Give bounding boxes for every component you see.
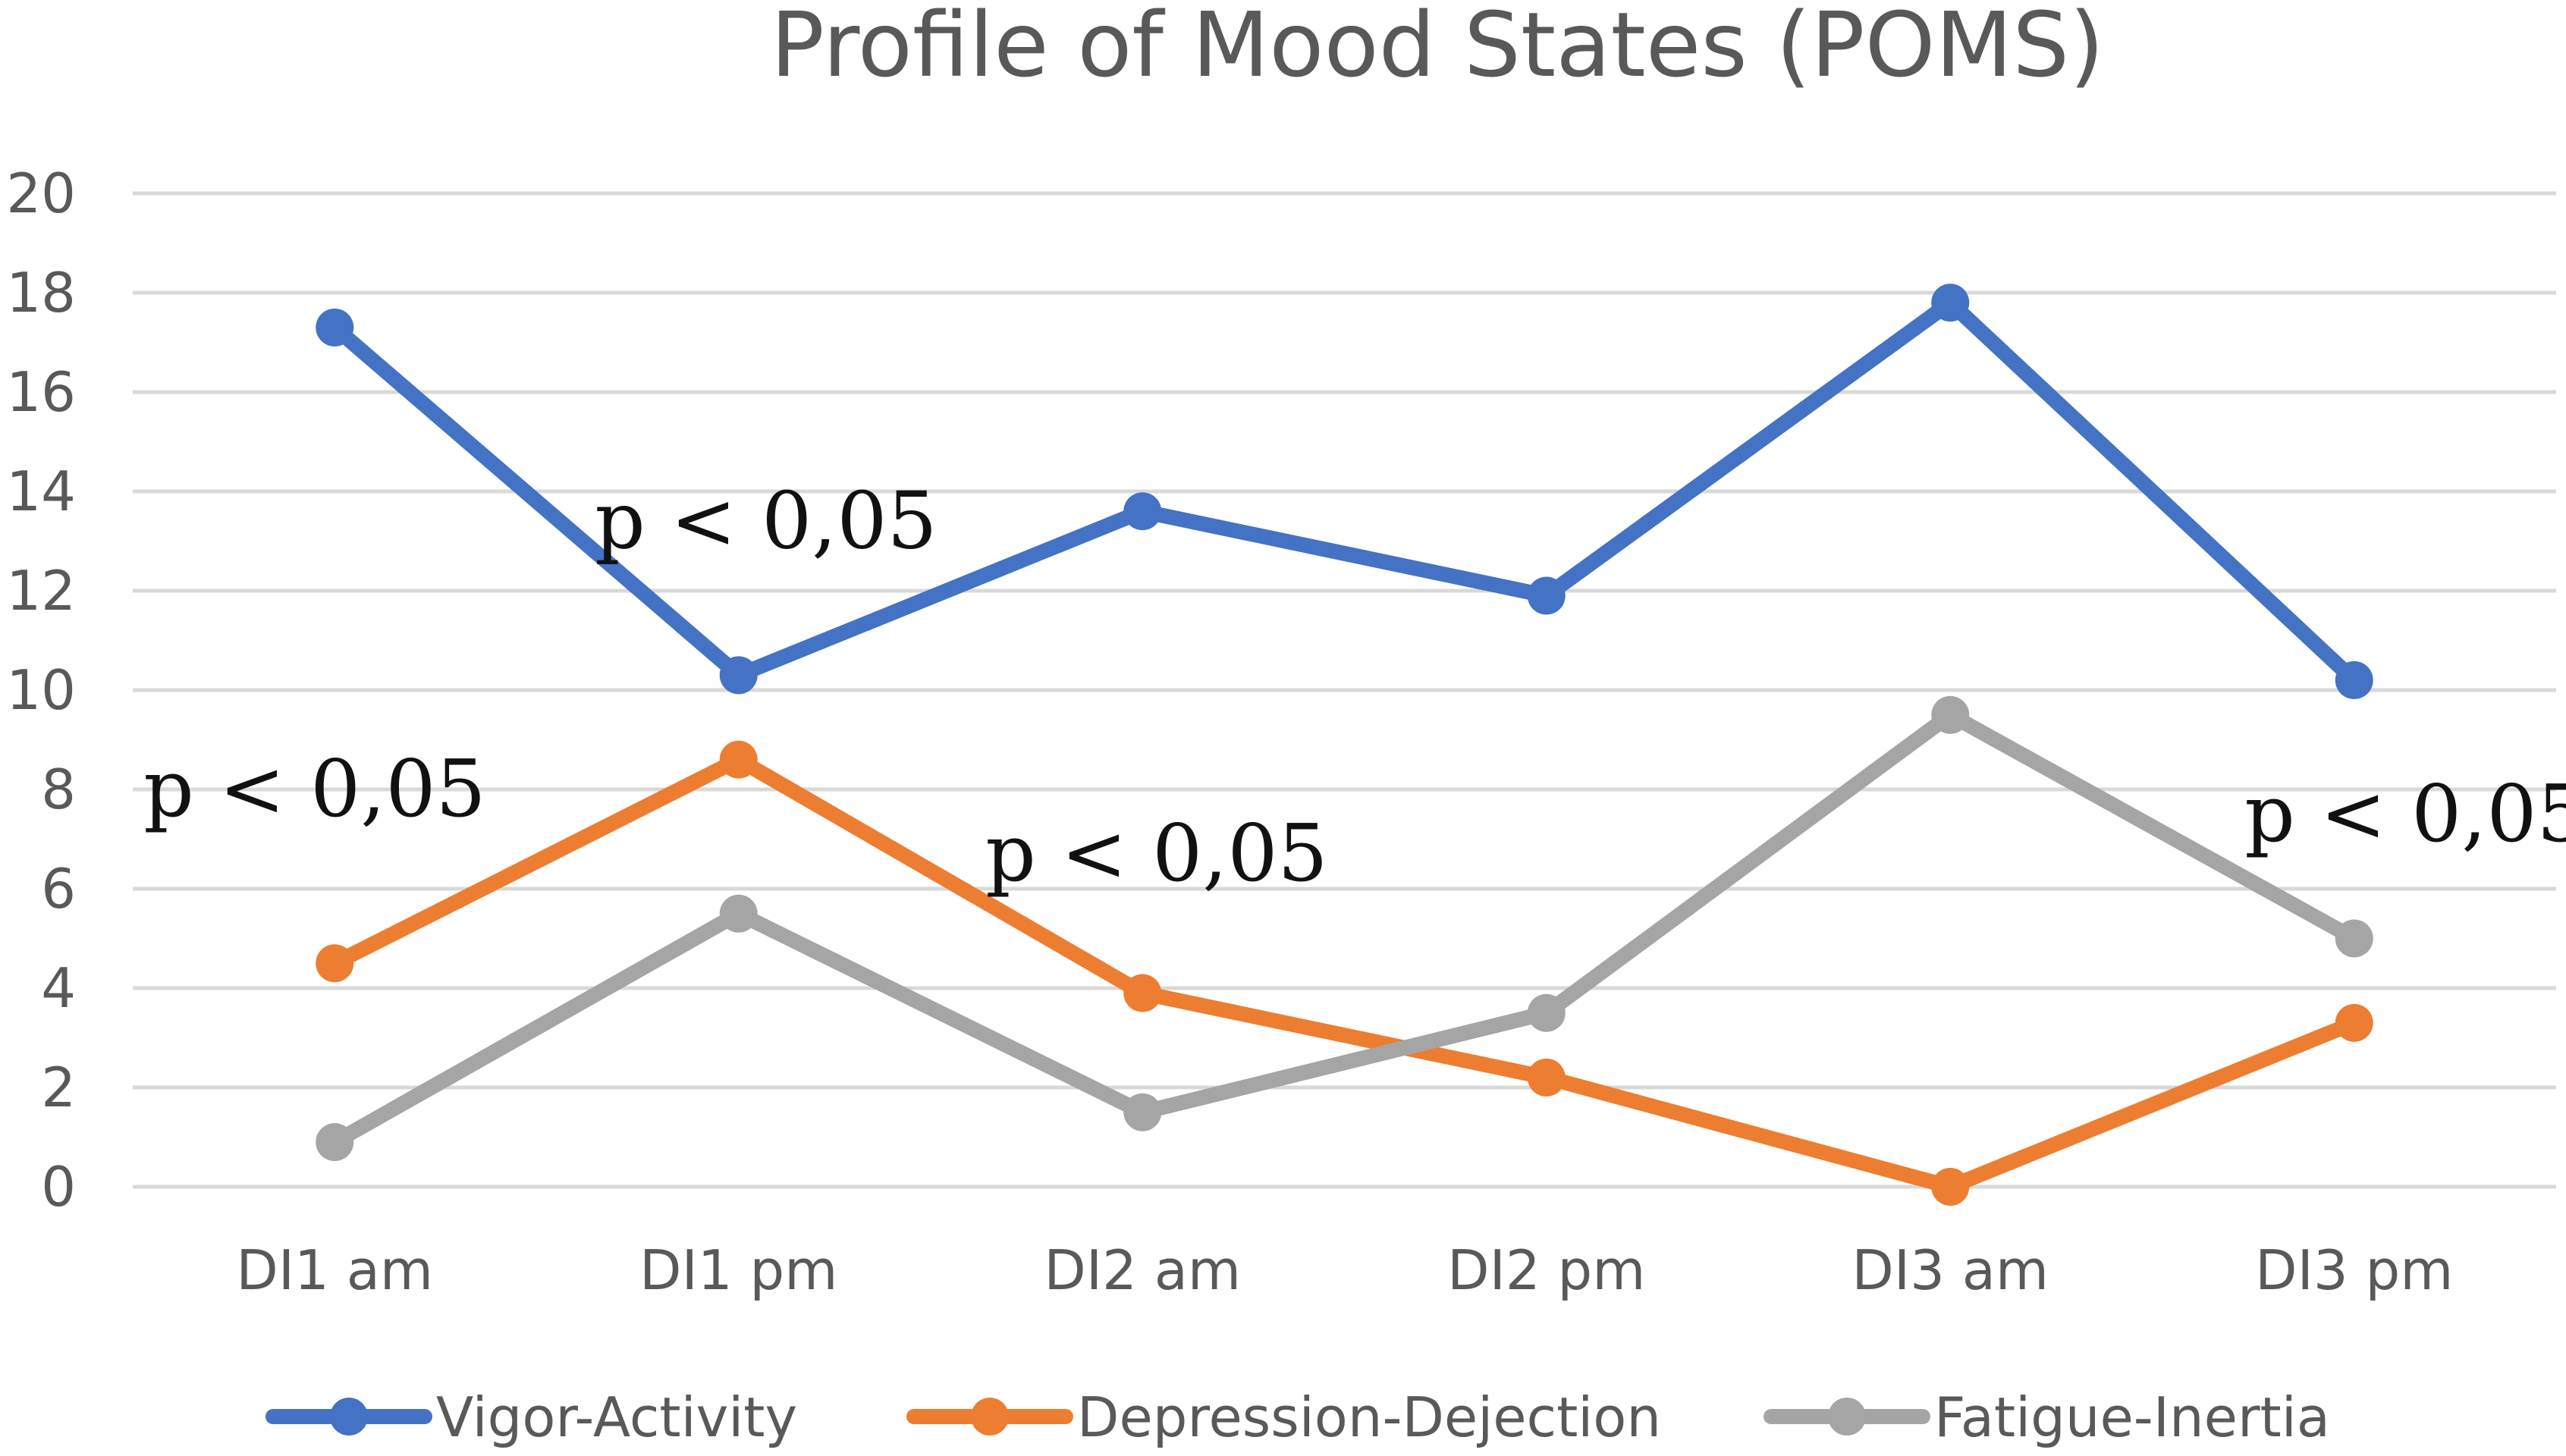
data-point bbox=[2335, 661, 2373, 699]
series-lines bbox=[316, 284, 2373, 1206]
y-tick-label: 14 bbox=[6, 460, 76, 523]
significance-annotation: p < 0,05 bbox=[2244, 767, 2566, 860]
data-point bbox=[1527, 576, 1566, 615]
x-tick-label: DI3 pm bbox=[2255, 1238, 2453, 1302]
data-point bbox=[2335, 1003, 2373, 1042]
y-tick-label: 4 bbox=[41, 956, 76, 1020]
y-axis-ticks: 0 2 4 6 8 10 12 14 16 18 20 bbox=[6, 162, 76, 1219]
y-tick-label: 6 bbox=[41, 857, 76, 921]
data-point bbox=[1931, 695, 1970, 734]
y-tick-label: 12 bbox=[6, 559, 76, 623]
y-tick-label: 0 bbox=[41, 1155, 76, 1219]
legend-item: Fatigue-Inertia bbox=[1764, 1385, 2330, 1449]
legend: Vigor-Activity Depression-Dejection Fatigu… bbox=[265, 1385, 2330, 1449]
y-tick-label: 20 bbox=[6, 162, 76, 225]
data-point bbox=[2335, 919, 2373, 958]
y-tick-label: 18 bbox=[6, 261, 76, 325]
data-point bbox=[1527, 993, 1566, 1032]
series-vigor-activity bbox=[316, 284, 2373, 699]
x-tick-label: DI2 am bbox=[1044, 1238, 1241, 1302]
y-tick-label: 16 bbox=[6, 360, 76, 424]
significance-annotation: p < 0,05 bbox=[143, 742, 485, 835]
series-depression-dejection bbox=[316, 740, 2373, 1206]
data-point bbox=[1123, 974, 1162, 1012]
significance-annotation: p < 0,05 bbox=[985, 807, 1327, 899]
significance-annotation: p < 0,05 bbox=[595, 474, 937, 566]
series-line bbox=[327, 752, 2362, 1194]
legend-label: Depression-Dejection bbox=[1077, 1385, 1661, 1449]
legend-label: Fatigue-Inertia bbox=[1934, 1385, 2330, 1449]
annotations: p < 0,05 p < 0,05 p < 0,05 p < 0,05 bbox=[143, 474, 2566, 899]
data-point bbox=[719, 894, 758, 933]
data-point bbox=[1931, 1168, 1970, 1206]
x-tick-label: DI1 am bbox=[236, 1238, 433, 1302]
y-tick-label: 2 bbox=[41, 1056, 76, 1119]
chart-title: Profile of Mood States (POMS) bbox=[771, 0, 2104, 97]
data-point bbox=[316, 944, 354, 983]
gridlines bbox=[133, 191, 2556, 1189]
legend-swatch-marker bbox=[971, 1398, 1009, 1436]
y-tick-label: 8 bbox=[41, 758, 76, 821]
data-point bbox=[316, 308, 354, 347]
legend-label: Vigor-Activity bbox=[436, 1385, 797, 1449]
legend-swatch-marker bbox=[1828, 1398, 1866, 1436]
legend-item: Depression-Dejection bbox=[906, 1385, 1661, 1449]
legend-swatch-marker bbox=[330, 1398, 368, 1436]
y-tick-label: 10 bbox=[6, 658, 76, 722]
x-tick-label: DI2 pm bbox=[1447, 1238, 1645, 1302]
x-axis-ticks: DI1 am DI1 pm DI2 am DI2 pm DI3 am DI3 pm bbox=[236, 1238, 2453, 1302]
data-point bbox=[1527, 1058, 1566, 1097]
data-point bbox=[316, 1123, 354, 1162]
x-tick-label: DI3 am bbox=[1851, 1238, 2049, 1302]
x-tick-label: DI1 pm bbox=[639, 1238, 837, 1302]
series-line bbox=[327, 707, 2362, 1150]
data-point bbox=[1931, 284, 1970, 322]
series-line bbox=[327, 295, 2362, 688]
data-point bbox=[1123, 1093, 1162, 1131]
data-point bbox=[719, 656, 758, 695]
series-fatigue-inertia bbox=[316, 695, 2373, 1162]
legend-item: Vigor-Activity bbox=[265, 1385, 797, 1449]
data-point bbox=[719, 740, 758, 779]
data-point bbox=[1123, 492, 1162, 531]
